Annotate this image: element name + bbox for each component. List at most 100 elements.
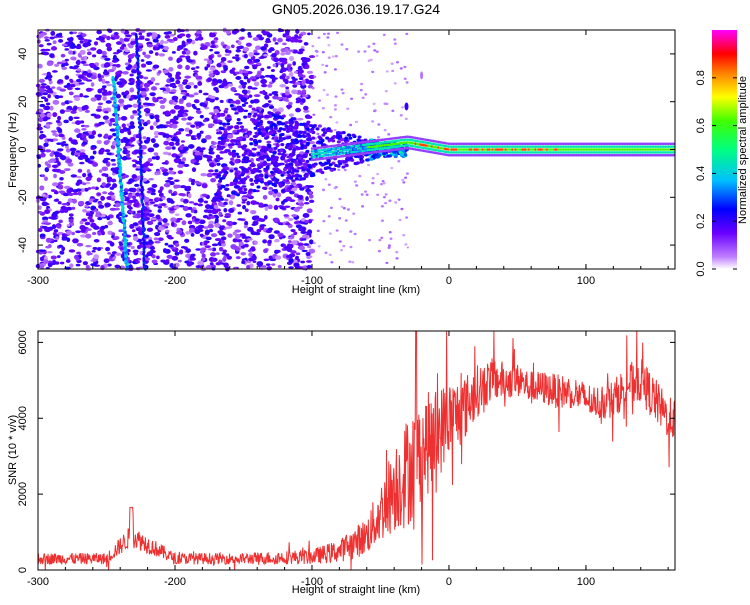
spectrogram-noise-cell (216, 147, 223, 151)
spectrogram-noise-cell (112, 51, 119, 55)
spectrogram-noise-cell (234, 158, 239, 164)
spectrogram-cluster-cell (282, 153, 287, 158)
spectrogram-carrier-cell (521, 148, 524, 151)
spectrogram-carrier-cell (621, 148, 624, 151)
spectrogram-noise-cell (208, 257, 215, 262)
spectrogram-noise-cell (235, 99, 241, 105)
spectrogram-noise-cell (126, 152, 131, 158)
spectrogram-faint-cell (317, 36, 321, 39)
spectrogram-noise-cell (181, 193, 186, 197)
spectrogram-cluster-cell (249, 117, 254, 122)
spectrogram-carrier-cell (631, 151, 634, 154)
spectrogram-carrier-cell (596, 151, 600, 154)
spectrogram-carrier-cell (670, 145, 674, 148)
spectrogram-noise-cell (90, 263, 97, 267)
spectrogram-noise-cell (144, 38, 150, 42)
spectrogram-cluster-cell (251, 107, 256, 111)
spectrogram-noise-cell (111, 172, 116, 176)
spectrogram-faint-cell (344, 134, 348, 138)
spectrogram-noise-cell (170, 89, 177, 93)
spectrogram-noise-cell (256, 229, 262, 233)
spectrogram-noise-cell (106, 152, 113, 156)
spectrogram-noise-cell (140, 59, 145, 62)
spectrogram-cluster-cell (242, 137, 247, 141)
spectrogram-cluster-cell (219, 197, 224, 201)
spectrogram-carrier-cell (649, 145, 652, 148)
spectrogram-noise-cell (228, 200, 234, 206)
spectrogram-noise-cell (107, 263, 112, 267)
spectrogram-faint-cell (311, 44, 315, 48)
spectrogram-noise-cell (252, 37, 260, 41)
spectrogram-noise-cell (226, 220, 233, 226)
spectrogram-noise-cell (244, 101, 249, 105)
spectrogram-noise-cell (106, 83, 113, 87)
spectrogram-noise-cell (230, 142, 235, 146)
spectrogram-noise-cell (153, 143, 160, 148)
spectrogram-noise-cell (179, 98, 185, 102)
spectrogram-noise-cell (132, 222, 139, 227)
spectrogram-noise-cell (223, 262, 229, 268)
spectrogram-carrier-cell (573, 153, 577, 157)
spectrogram-noise-cell (97, 231, 102, 236)
spectrogram-noise-cell (144, 257, 150, 261)
spectrogram-carrier-cell (549, 145, 552, 148)
spectrogram-carrier-cell (524, 148, 527, 151)
spectrogram-carrier-cell (453, 142, 457, 146)
spectrogram-cluster-cell (252, 189, 257, 193)
spectrogram-noise-cell (298, 161, 303, 165)
spectrogram-carrier-cell (575, 145, 578, 148)
spectrogram-carrier-cell (489, 142, 493, 146)
spectrogram-carrier-cell (611, 142, 615, 146)
spectrogram-noise-cell (178, 249, 184, 255)
spectrogram-carrier-cell (519, 151, 522, 154)
spectrogram-noise-cell (124, 128, 131, 131)
spectrogram-noise-cell (151, 254, 156, 259)
spectrogram-carrier-cell (544, 148, 547, 151)
spectrogram-carrier-cell (641, 148, 644, 151)
spectrogram-carrier-cell (649, 148, 652, 151)
spectrogram-carrier-cell (598, 142, 601, 146)
spectrogram-cluster-cell (294, 161, 299, 165)
spectrogram-faint-cell (313, 75, 317, 78)
spectrogram-carrier-cell (521, 145, 524, 148)
snr-xtick-label: -200 (164, 576, 186, 588)
spectrogram-noise-cell (81, 141, 88, 145)
spectrogram-noise-cell (114, 202, 121, 208)
spectrogram-cluster-cell (249, 142, 254, 146)
spectrogram-noise-cell (68, 91, 74, 96)
spectrogram-noise-cell (53, 239, 58, 243)
spectrogram-noise-cell (241, 260, 246, 265)
spectrogram-noise-cell (161, 161, 168, 165)
spectrogram-carrier-cell (669, 153, 672, 157)
spectrogram-faint-cell (317, 245, 321, 248)
spectrogram-noise-cell (204, 229, 210, 235)
spectrogram-carrier-cell (514, 145, 518, 148)
spectrogram-noise-cell (90, 47, 97, 51)
spectrogram-noise-cell (279, 70, 284, 74)
spectrogram-carrier-cell (628, 145, 631, 148)
spectrogram-carrier-cell (511, 145, 514, 148)
spectrogram-carrier-cell (651, 153, 654, 157)
spectrogram-carrier-cell (478, 145, 481, 148)
spectrogram-noise-cell (154, 82, 160, 86)
spectrogram-noise-cell (97, 49, 102, 54)
spectrogram-noise-cell (114, 264, 121, 269)
spectrogram-noise-cell (113, 34, 120, 40)
spectrogram-carrier-cell (595, 151, 598, 154)
spectrogram-faint-cell (381, 180, 385, 183)
spectrogram-carrier-cell (458, 153, 462, 157)
spectrogram-noise-cell (89, 219, 95, 223)
spectrogram-faint-cell (361, 96, 365, 100)
spectrogram-noise-cell (276, 192, 282, 198)
spectrogram-carrier-cell (549, 153, 552, 157)
spectrogram-noise-cell (38, 88, 45, 93)
spectrogram-carrier-cell (590, 145, 593, 148)
spectrogram-noise-cell (97, 216, 103, 221)
spectrogram-noise-cell (195, 30, 203, 34)
spectrogram-noise-cell (303, 105, 309, 111)
spectrogram-carrier-cell (473, 145, 476, 148)
spectrogram-cluster-cell (344, 138, 349, 142)
spectrogram-noise-cell (243, 53, 248, 59)
spectrogram-faint-cell (340, 248, 344, 252)
spectrogram-faint-cell (338, 240, 342, 243)
